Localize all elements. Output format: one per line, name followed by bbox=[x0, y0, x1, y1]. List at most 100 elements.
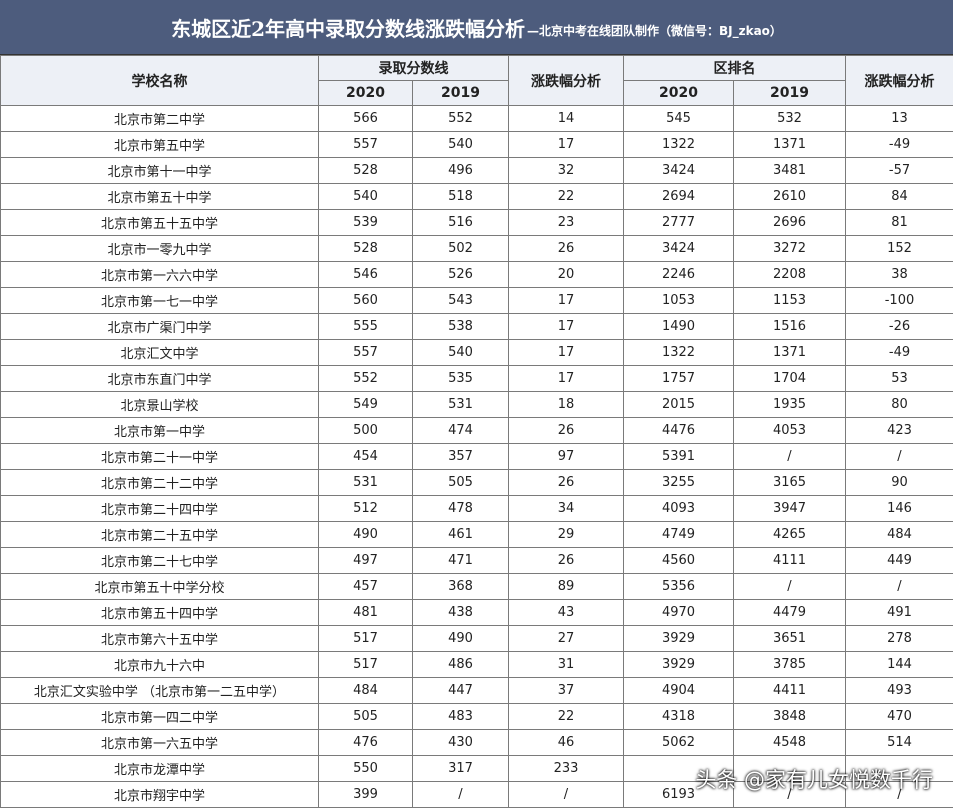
value-cell: 1371 bbox=[733, 131, 846, 158]
school-cell: 北京市第二十一中学 bbox=[0, 443, 319, 470]
school-cell: 北京市龙潭中学 bbox=[0, 755, 319, 782]
value-cell: 34 bbox=[508, 495, 624, 522]
value-cell: 84 bbox=[845, 183, 953, 210]
value-cell: 471 bbox=[412, 547, 509, 574]
value-cell: 502 bbox=[412, 235, 509, 262]
value-cell: 1322 bbox=[623, 131, 734, 158]
value-cell: 1516 bbox=[733, 313, 846, 340]
table-row: 北京市第一七一中学 560 543 17 1053 1153 -100 bbox=[0, 287, 953, 314]
value-cell: 512 bbox=[318, 495, 413, 522]
value-cell: 317 bbox=[412, 755, 509, 782]
value-cell: 517 bbox=[318, 651, 413, 678]
header-cell: 录取分数线 bbox=[318, 55, 509, 81]
value-cell: 493 bbox=[845, 677, 953, 704]
value-cell: 549 bbox=[318, 391, 413, 418]
table-row: 北京景山学校 549 531 18 2015 1935 80 bbox=[0, 391, 953, 418]
value-cell: 454 bbox=[318, 443, 413, 470]
score-table: 学校名称 录取分数线 涨跌幅分析 区排名 涨跌幅分析 2020 2019 202… bbox=[0, 55, 953, 808]
value-cell: 4318 bbox=[623, 703, 734, 730]
value-cell: -49 bbox=[845, 339, 953, 366]
value-cell: 27 bbox=[508, 625, 624, 652]
table-row: 北京市第五十四中学 481 438 43 4970 4479 491 bbox=[0, 599, 953, 626]
table-row: 北京市翔宇中学 399//6193// bbox=[0, 781, 953, 808]
table-row: 北京市第二中学 566 552 14 545 532 13 bbox=[0, 105, 953, 132]
value-cell: 368 bbox=[412, 573, 509, 600]
table-row: 北京市第五中学 557 540 17 1322 1371 -49 bbox=[0, 131, 953, 158]
value-cell: 552 bbox=[318, 365, 413, 392]
value-cell: 540 bbox=[318, 183, 413, 210]
table-row: 北京市第一六五中学 476 430 46 5062 4548 514 bbox=[0, 729, 953, 756]
school-cell: 北京汇文中学 bbox=[0, 339, 319, 366]
title-bar: 东城区近2年高中录取分数线涨跌幅分析 —北京中考在线团队制作（微信号：BJ_zk… bbox=[0, 0, 953, 55]
table-row: 北京市第二十五中学 490 461 29 4749 4265 484 bbox=[0, 521, 953, 548]
value-cell: 278 bbox=[845, 625, 953, 652]
table-row: 北京市一零九中学 528 502 26 3424 3272 152 bbox=[0, 235, 953, 262]
value-cell: 1153 bbox=[733, 287, 846, 314]
school-cell: 北京市广渠门中学 bbox=[0, 313, 319, 340]
value-cell: 144 bbox=[845, 651, 953, 678]
value-cell: 526 bbox=[412, 261, 509, 288]
value-cell: / bbox=[845, 781, 953, 808]
value-cell: 2694 bbox=[623, 183, 734, 210]
value-cell: 514 bbox=[845, 729, 953, 756]
value-cell: 545 bbox=[623, 105, 734, 132]
value-cell: 423 bbox=[845, 417, 953, 444]
value-cell: 496 bbox=[412, 157, 509, 184]
value-cell: 18 bbox=[508, 391, 624, 418]
value-cell: 17 bbox=[508, 339, 624, 366]
value-cell: 6193 bbox=[623, 781, 734, 808]
table-row: 北京市九十六中 517 486 31 3929 3785 144 bbox=[0, 651, 953, 678]
school-cell: 北京市第一六五中学 bbox=[0, 729, 319, 756]
value-cell: 80 bbox=[845, 391, 953, 418]
value-cell: 483 bbox=[412, 703, 509, 730]
header-cell: 2019 bbox=[412, 80, 509, 106]
value-cell: 26 bbox=[508, 469, 624, 496]
value-cell: 478 bbox=[412, 495, 509, 522]
school-cell: 北京市九十六中 bbox=[0, 651, 319, 678]
value-cell: 53 bbox=[845, 365, 953, 392]
value-cell: 17 bbox=[508, 365, 624, 392]
table-row: 北京市第二十四中学 512 478 34 4093 3947 146 bbox=[0, 495, 953, 522]
value-cell: 481 bbox=[318, 599, 413, 626]
school-cell: 北京市第二十二中学 bbox=[0, 469, 319, 496]
value-cell: 26 bbox=[508, 417, 624, 444]
value-cell: 560 bbox=[318, 287, 413, 314]
value-cell: 535 bbox=[412, 365, 509, 392]
school-cell: 北京市第二中学 bbox=[0, 105, 319, 132]
value-cell: 38 bbox=[845, 261, 953, 288]
value-cell: 2696 bbox=[733, 209, 846, 236]
value-cell: 4749 bbox=[623, 521, 734, 548]
table-row: 北京市第一四二中学 505 483 22 4318 3848 470 bbox=[0, 703, 953, 730]
school-cell: 北京市第五中学 bbox=[0, 131, 319, 158]
value-cell: 37 bbox=[508, 677, 624, 704]
value-cell: 540 bbox=[412, 339, 509, 366]
value-cell: 505 bbox=[412, 469, 509, 496]
value-cell: 550 bbox=[318, 755, 413, 782]
value-cell: 399 bbox=[318, 781, 413, 808]
value-cell: 552 bbox=[412, 105, 509, 132]
value-cell: 17 bbox=[508, 131, 624, 158]
watermark: 头条 @家有儿女悦数千行 bbox=[695, 768, 933, 792]
value-cell: 497 bbox=[318, 547, 413, 574]
value-cell: 476 bbox=[318, 729, 413, 756]
school-cell: 北京市第二十五中学 bbox=[0, 521, 319, 548]
value-cell: 490 bbox=[412, 625, 509, 652]
school-cell: 北京市翔宇中学 bbox=[0, 781, 319, 808]
table-row: 北京市第六十五中学 517 490 27 3929 3651 278 bbox=[0, 625, 953, 652]
value-cell: 2208 bbox=[733, 261, 846, 288]
value-cell: 486 bbox=[412, 651, 509, 678]
value-cell: 500 bbox=[318, 417, 413, 444]
value-cell: 4093 bbox=[623, 495, 734, 522]
value-cell: / bbox=[845, 573, 953, 600]
table-row: 北京市第二十二中学 531 505 26 3255 3165 90 bbox=[0, 469, 953, 496]
value-cell: 430 bbox=[412, 729, 509, 756]
value-cell: 566 bbox=[318, 105, 413, 132]
value-cell: 97 bbox=[508, 443, 624, 470]
value-cell: 449 bbox=[845, 547, 953, 574]
value-cell: 4560 bbox=[623, 547, 734, 574]
title: 东城区近2年高中录取分数线涨跌幅分析 bbox=[171, 16, 525, 41]
value-cell: / bbox=[508, 781, 624, 808]
table-row: 北京汇文中学 557 540 17 1322 1371 -49 bbox=[0, 339, 953, 366]
value-cell: 4111 bbox=[733, 547, 846, 574]
value-cell: 22 bbox=[508, 183, 624, 210]
